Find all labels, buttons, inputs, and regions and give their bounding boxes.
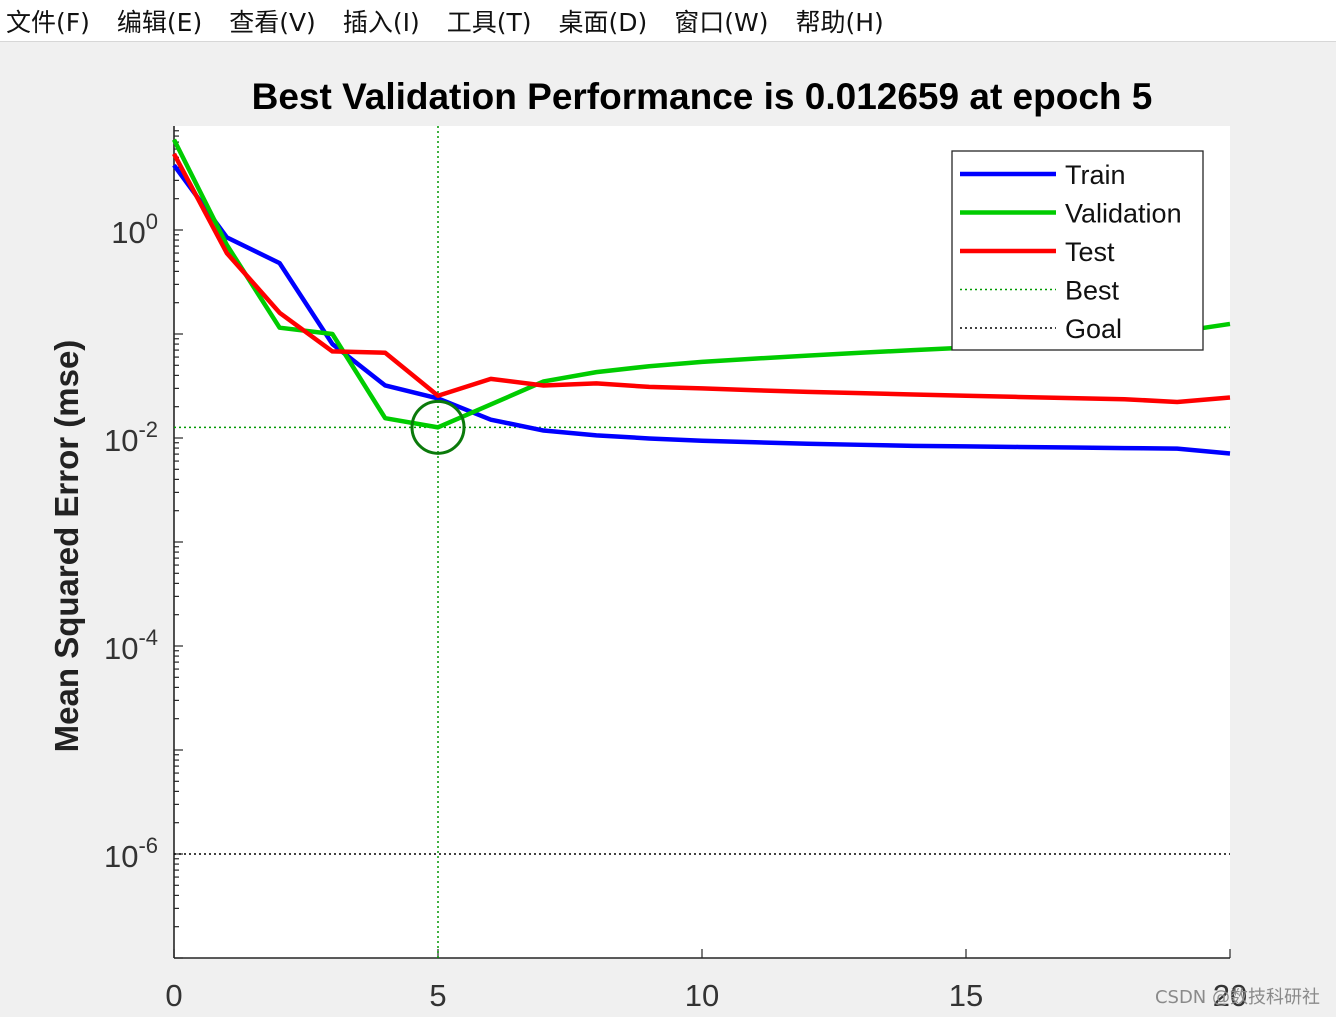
legend-label-train: Train: [1065, 160, 1126, 190]
menu-tools[interactable]: 工具(T): [446, 7, 532, 37]
menu-edit[interactable]: 编辑(E): [116, 7, 203, 37]
y-tick-label: 10-2: [104, 417, 158, 458]
menu-desktop[interactable]: 桌面(D): [558, 7, 648, 37]
performance-chart: Best Validation Performance is 0.012659 …: [48, 76, 1247, 1013]
y-tick-label: 10-6: [104, 833, 158, 874]
x-tick-label: 15: [949, 978, 983, 1013]
best-marker: [410, 399, 466, 455]
series-line-test: [172, 152, 1231, 405]
menu-view[interactable]: 查看(V): [229, 7, 316, 37]
legend-label-test: Test: [1065, 237, 1115, 267]
legend-label-best: Best: [1065, 276, 1120, 306]
legend-label-goal: Goal: [1065, 314, 1122, 344]
x-tick-label: 10: [685, 978, 719, 1013]
x-tick-label: 5: [429, 978, 446, 1013]
watermark: CSDN @数技科研社: [1154, 987, 1320, 1008]
menu-file[interactable]: 文件(F): [6, 7, 90, 37]
menu-bar: 文件(F) 编辑(E) 查看(V) 插入(I) 工具(T) 桌面(D) 窗口(W…: [0, 0, 1336, 42]
y-tick-label: 100: [111, 209, 158, 250]
menu-window[interactable]: 窗口(W): [674, 7, 769, 37]
y-tick-label: 10-4: [104, 625, 158, 666]
menu-help[interactable]: 帮助(H): [795, 7, 884, 37]
x-tick-label: 20: [1213, 978, 1247, 1013]
legend-label-validation: Validation: [1065, 199, 1182, 229]
menu-insert[interactable]: 插入(I): [342, 7, 420, 37]
figure-canvas: Best Validation Performance is 0.012659 …: [0, 43, 1336, 1017]
y-axis-label: Mean Squared Error (mse): [48, 340, 85, 753]
x-tick-label: 0: [165, 978, 182, 1013]
chart-title: Best Validation Performance is 0.012659 …: [252, 76, 1153, 117]
